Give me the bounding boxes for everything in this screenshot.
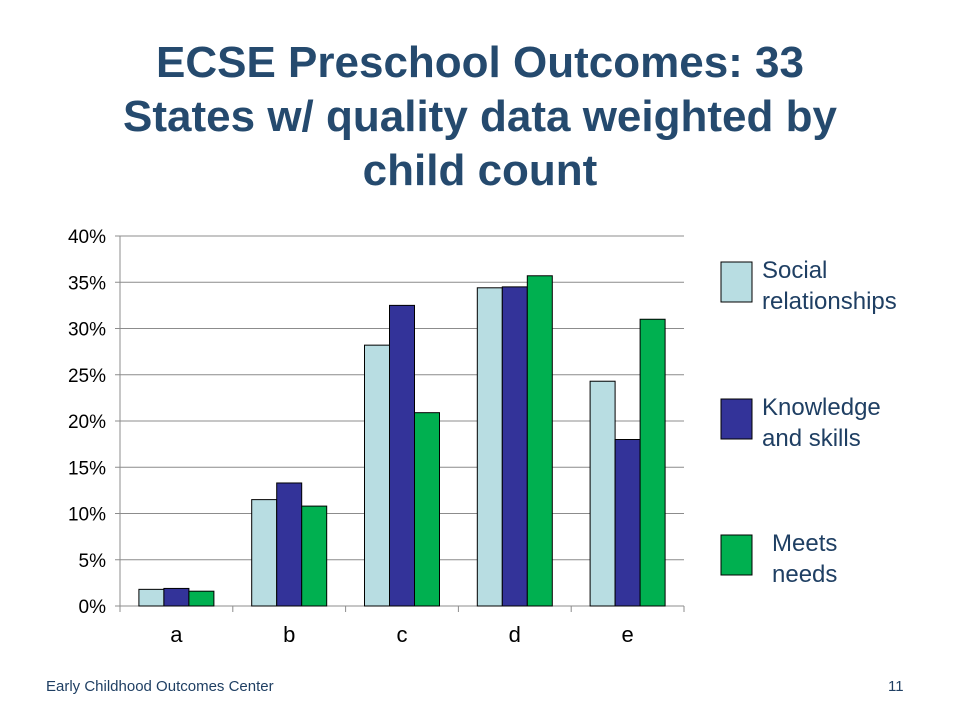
y-tick-label: 20%: [68, 412, 106, 433]
bar-c-series-3: [414, 412, 440, 607]
y-tick-label: 35%: [68, 273, 106, 294]
x-tick-label: b: [283, 622, 295, 647]
y-tick-label: 5%: [79, 551, 107, 572]
footer-organization: Early Childhood Outcomes Center: [46, 678, 274, 695]
x-tick-label: e: [621, 622, 633, 647]
title-line-2: States w/ quality data weighted by: [123, 92, 837, 141]
bar-d-series-3: [526, 275, 553, 607]
slide-title: ECSE Preschool Outcomes: 33 States w/ qu…: [40, 36, 920, 198]
legend-label-knowledge-line-1: Knowledge: [762, 394, 881, 421]
bar-b-series-2: [276, 482, 303, 607]
legend-label-meets-line-1: Meets: [772, 530, 838, 557]
bar-a-series-2: [163, 587, 190, 607]
legend-label-meets: Meets needs: [772, 528, 837, 590]
legend-label-knowledge-line-2: and skills: [762, 425, 861, 452]
y-tick-label: 0%: [79, 597, 107, 618]
bar-d-series-1: [476, 287, 503, 607]
y-tick-label: 15%: [68, 458, 106, 479]
legend-label-social-line-1: Social: [762, 257, 828, 284]
x-tick-label: d: [509, 622, 521, 647]
y-tick-label: 10%: [68, 505, 106, 526]
y-tick-label: 30%: [68, 320, 106, 341]
x-tick-label: c: [397, 622, 408, 647]
bar-b-series-1: [251, 499, 278, 607]
bar-e-series-3: [639, 318, 666, 607]
legend-swatch-series-3: [720, 534, 753, 576]
x-tick-label: a: [170, 622, 183, 647]
legend-label-knowledge: Knowledge and skills: [762, 392, 881, 454]
title-line-1: ECSE Preschool Outcomes: 33: [156, 38, 804, 87]
bar-e-series-1: [589, 380, 616, 607]
bar-b-series-3: [301, 505, 328, 607]
y-tick-label: 25%: [68, 366, 106, 387]
footer-page-number: 11: [888, 678, 904, 695]
legend-swatch-series-1: [720, 261, 753, 303]
bar-c-series-2: [389, 304, 415, 607]
legend-label-social: Social relationships: [762, 255, 897, 317]
legend-swatch-series-2: [720, 398, 753, 440]
bar-d-series-2: [501, 286, 528, 607]
bar-e-series-2: [614, 439, 641, 607]
legend-label-meets-line-2: needs: [772, 561, 838, 588]
title-line-3: child count: [362, 146, 598, 195]
bar-a-series-3: [188, 590, 215, 607]
bar-c-series-1: [364, 344, 390, 607]
y-tick-label: 40%: [68, 227, 106, 248]
legend-label-social-line-2: relationships: [762, 288, 897, 315]
bar-a-series-1: [138, 588, 165, 607]
